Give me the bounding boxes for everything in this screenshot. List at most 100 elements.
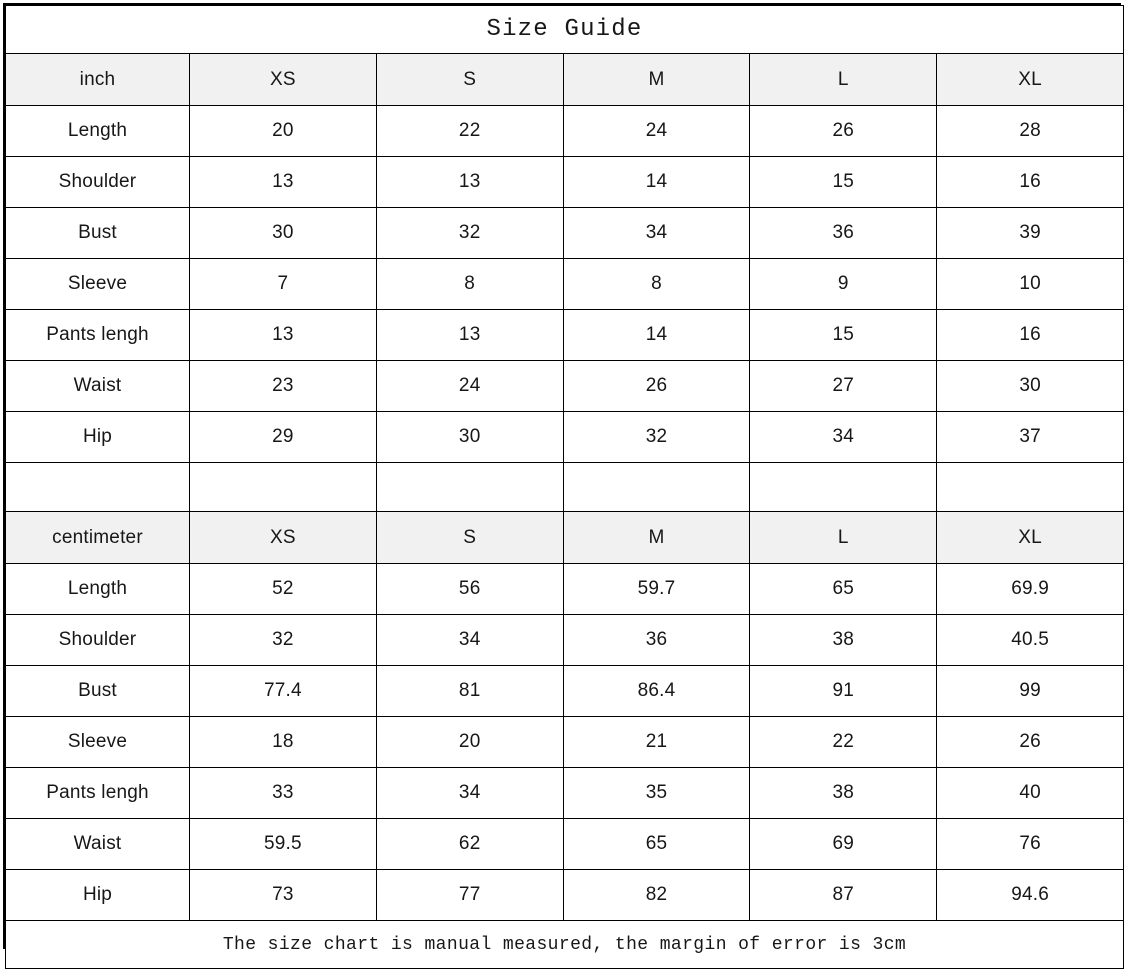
size-guide-panel: Size Guide inch XS S M L XL Length 20 22… [3,3,1124,969]
measurement-value: 8 [375,258,564,310]
measurement-value: 7 [189,258,377,310]
measurement-value: 26 [749,105,938,157]
measurement-value: 39 [936,207,1124,259]
measurement-value: 30 [189,207,377,259]
measurement-label: Bust [5,665,190,717]
table-row: Length 52 56 59.7 65 69.9 [5,563,1124,615]
spacer-cell [375,462,564,512]
measurement-value: 28 [936,105,1124,157]
measurement-value: 27 [749,360,938,412]
centimeter-size-header-l: L [749,511,938,564]
measurement-value: 34 [562,207,751,259]
measurement-value: 32 [375,207,564,259]
measurement-value: 99 [936,665,1124,717]
measurement-value: 34 [749,411,938,463]
spacer-cell [189,462,377,512]
size-guide-table: Size Guide inch XS S M L XL Length 20 22… [5,5,1124,969]
measurement-value: 81 [375,665,564,717]
measurement-value: 20 [189,105,377,157]
measurement-label: Sleeve [5,258,190,310]
measurement-value: 32 [189,614,377,666]
measurement-label: Length [5,563,190,615]
measurement-value: 65 [749,563,938,615]
footer-row: The size chart is manual measured, the m… [5,920,1124,969]
measurement-label: Shoulder [5,156,190,208]
table-row: Hip 29 30 32 34 37 [5,411,1124,463]
measurement-value: 26 [936,716,1124,768]
table-row: Bust 77.4 81 86.4 91 99 [5,665,1124,717]
measurement-value: 15 [749,156,938,208]
measurement-value: 69 [749,818,938,870]
measurement-value: 13 [189,156,377,208]
measurement-value: 65 [562,818,751,870]
inch-size-header-s: S [375,53,564,106]
measurement-label: Pants lengh [5,309,190,361]
measurement-value: 26 [562,360,751,412]
measurement-value: 38 [749,614,938,666]
measurement-value: 56 [375,563,564,615]
title-row: Size Guide [5,5,1124,54]
measurement-label: Sleeve [5,716,190,768]
measurement-label: Waist [5,818,190,870]
measurement-value: 36 [749,207,938,259]
table-row: Length 20 22 24 26 28 [5,105,1124,157]
table-row: Bust 30 32 34 36 39 [5,207,1124,259]
measurement-label: Pants lengh [5,767,190,819]
measurement-value: 38 [749,767,938,819]
spacer-cell [5,462,190,512]
measurement-label: Length [5,105,190,157]
measurement-value: 59.5 [189,818,377,870]
table-row: Sleeve 18 20 21 22 26 [5,716,1124,768]
measurement-value: 62 [375,818,564,870]
inch-size-header-xs: XS [189,53,377,106]
measurement-value: 14 [562,309,751,361]
measurement-value: 40.5 [936,614,1124,666]
measurement-label: Shoulder [5,614,190,666]
measurement-value: 15 [749,309,938,361]
measurement-value: 10 [936,258,1124,310]
measurement-value: 82 [562,869,751,921]
measurement-value: 40 [936,767,1124,819]
measurement-value: 86.4 [562,665,751,717]
measurement-value: 13 [375,156,564,208]
inch-size-header-l: L [749,53,938,106]
measurement-value: 73 [189,869,377,921]
measurement-label: Hip [5,869,190,921]
measurement-value: 18 [189,716,377,768]
measurement-value: 36 [562,614,751,666]
spacer-cell [749,462,938,512]
measurement-value: 52 [189,563,377,615]
measurement-value: 76 [936,818,1124,870]
table-row: Waist 59.5 62 65 69 76 [5,818,1124,870]
inch-size-header-m: M [562,53,751,106]
measurement-value: 13 [375,309,564,361]
measurement-label: Hip [5,411,190,463]
measurement-label: Waist [5,360,190,412]
measurement-value: 29 [189,411,377,463]
measurement-value: 13 [189,309,377,361]
measurement-value: 22 [749,716,938,768]
measurement-value: 91 [749,665,938,717]
centimeter-header-row: centimeter XS S M L XL [5,511,1124,564]
table-row: Shoulder 32 34 36 38 40.5 [5,614,1124,666]
inch-unit-header: inch [5,53,190,106]
measurement-value: 34 [375,767,564,819]
centimeter-size-header-xs: XS [189,511,377,564]
measurement-disclaimer: The size chart is manual measured, the m… [5,920,1124,969]
measurement-value: 24 [562,105,751,157]
table-row: Shoulder 13 13 14 15 16 [5,156,1124,208]
measurement-value: 8 [562,258,751,310]
table-row: Waist 23 24 26 27 30 [5,360,1124,412]
measurement-value: 9 [749,258,938,310]
table-row: Pants lengh 13 13 14 15 16 [5,309,1124,361]
measurement-value: 35 [562,767,751,819]
table-row: Sleeve 7 8 8 9 10 [5,258,1124,310]
page-title: Size Guide [5,5,1124,54]
measurement-value: 77.4 [189,665,377,717]
measurement-value: 77 [375,869,564,921]
centimeter-size-header-m: M [562,511,751,564]
spacer-cell [936,462,1124,512]
measurement-value: 16 [936,156,1124,208]
measurement-value: 24 [375,360,564,412]
measurement-value: 21 [562,716,751,768]
